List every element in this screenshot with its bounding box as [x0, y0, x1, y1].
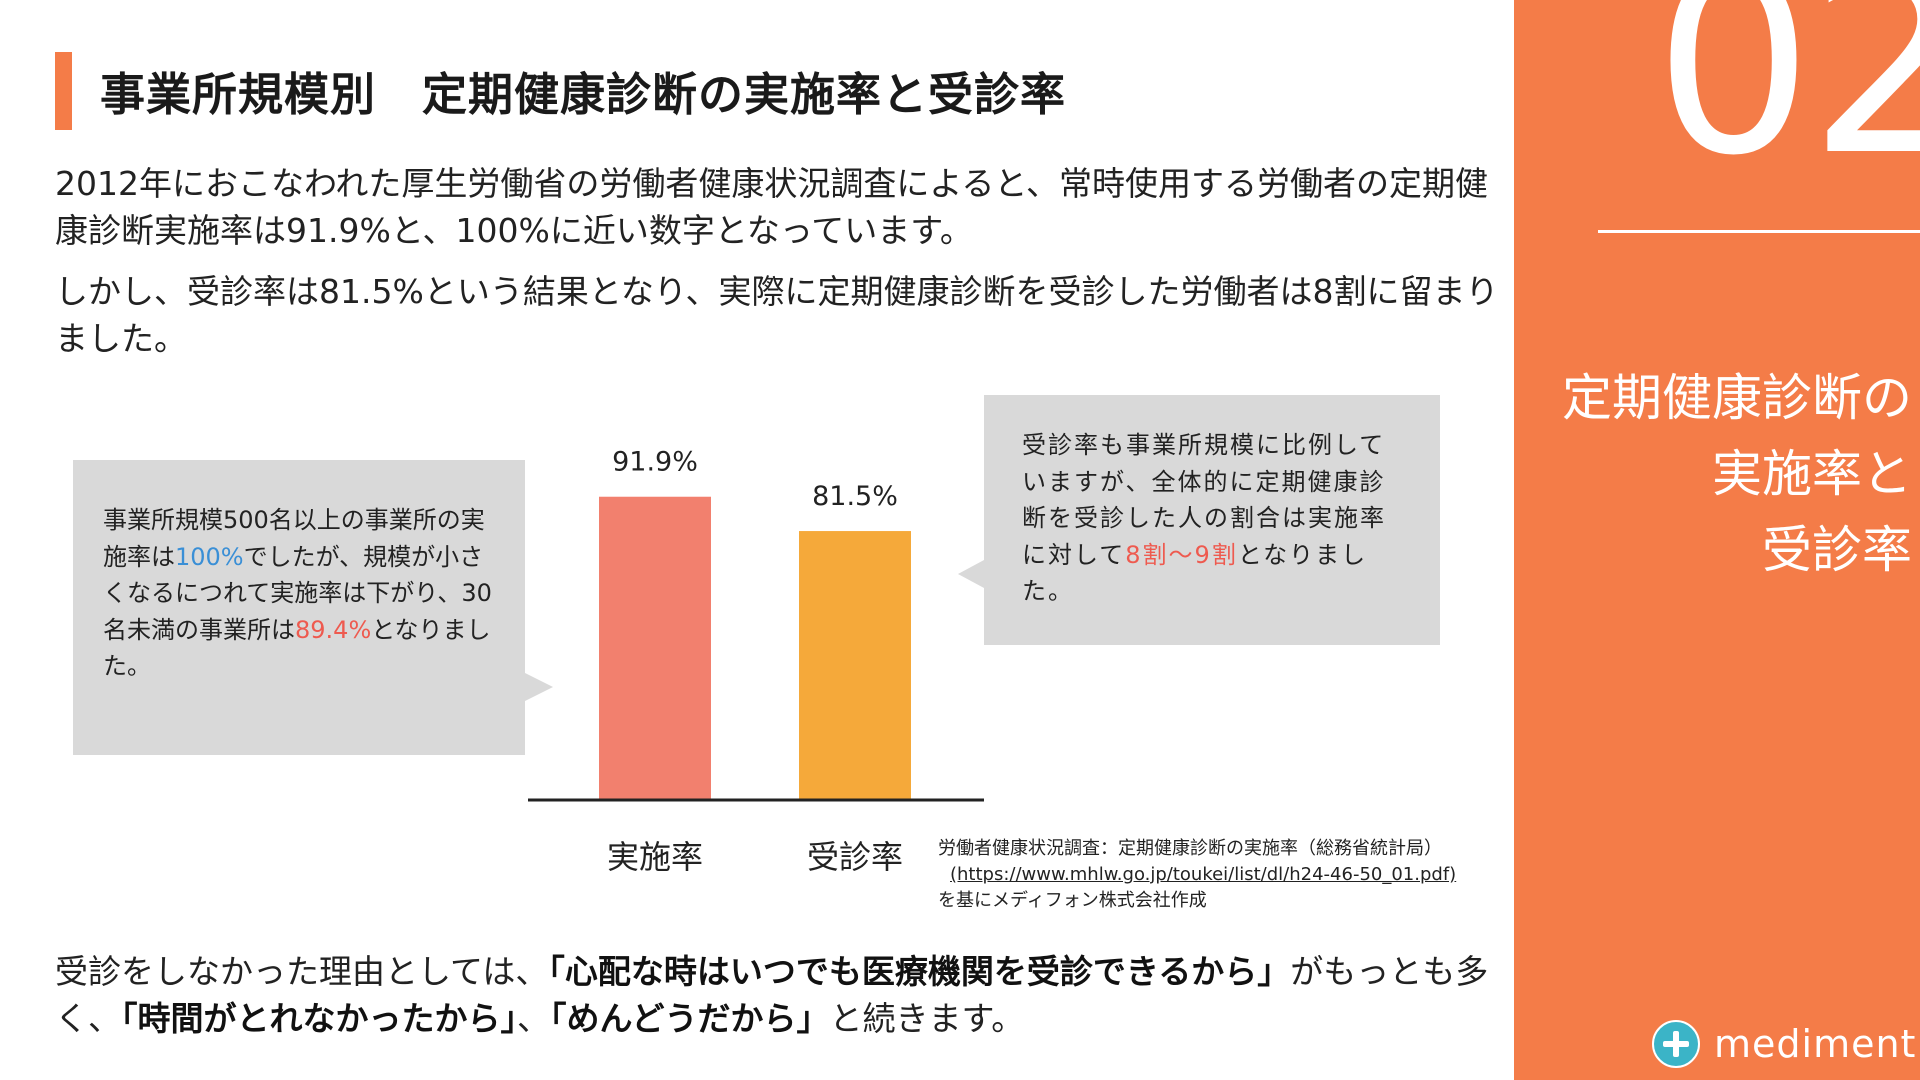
value-label-jushin: 81.5% — [812, 481, 898, 512]
callout-left-text-1: 事業所規模500名以上の事業所の実施率は — [103, 506, 485, 571]
section-number: 02 — [1654, 0, 1920, 210]
source-note: 労働者健康状況調査：定期健康診断の実施率（総務省統計局） (https://ww… — [938, 836, 1456, 914]
callout-right-text-1: 受診率も事業所規模に比例していますが、全体的に定期健康診断を受診した人の割合は実… — [1022, 431, 1386, 569]
conclusion-reason-3: 「めんどうだから」 — [550, 999, 830, 1038]
intro-paragraph-1: 2012年におこなわれた厚生労働省の労働者健康状況調査によると、常時使用する労働… — [55, 164, 1489, 250]
callout-left: 事業所規模500名以上の事業所の実施率は100%でしたが、規模が小さくなるにつれ… — [73, 460, 525, 755]
logo-wordmark: mediment — [1714, 1022, 1917, 1066]
callout-right: 受診率も事業所規模に比例していますが、全体的に定期健康診断を受診した人の割合は実… — [984, 395, 1440, 645]
callout-left-text-3: となりました。 — [103, 615, 491, 681]
callout-left-pointer — [525, 673, 553, 701]
conclusion-paragraph: 受診をしなかった理由としては、「心配な時はいつでも医療機関を受診できるから」がも… — [55, 948, 1505, 1042]
sidebar-heading-line-3: 受診率 — [1762, 521, 1912, 579]
sidebar-heading: 定期健康診断の 実施率と 受診率 — [1522, 360, 1912, 588]
conclusion-reason-2: 「時間がとれなかったから」 — [121, 999, 517, 1038]
value-label-jisshi: 91.9% — [612, 447, 698, 478]
bar-chart: 91.9% 81.5% 実施率 受診率 — [528, 447, 984, 876]
conclusion-text-3: 、 — [517, 999, 550, 1038]
bar-jisshi — [599, 496, 711, 800]
bar-jushin — [799, 531, 911, 800]
source-url-link[interactable]: (https://www.mhlw.go.jp/toukei/list/dl/h… — [950, 864, 1457, 885]
intro-paragraph-2: しかし、受診率は81.5%という結果となり、実際に定期健康診断を受診した労働者は… — [55, 272, 1499, 358]
sidebar-heading-line-1: 定期健康診断の — [1562, 369, 1912, 427]
conclusion-text-1: 受診をしなかった理由としては、 — [55, 952, 549, 991]
callout-left-highlight-100: 100% — [175, 542, 244, 571]
callout-right-highlight: 8割〜9割 — [1125, 540, 1238, 569]
category-label-jisshi: 実施率 — [607, 838, 703, 876]
mediment-logo: mediment — [1652, 1020, 1916, 1068]
source-line-1: 労働者健康状況調査：定期健康診断の実施率（総務省統計局） — [938, 838, 1442, 859]
conclusion-text-4: と続きます。 — [829, 999, 1025, 1038]
plus-cross-icon — [1652, 1020, 1700, 1068]
page-title: 事業所規模別 定期健康診断の実施率と受診率 — [100, 68, 1067, 121]
sidebar-panel: 02 定期健康診断の 実施率と 受診率 mediment — [1514, 0, 1920, 1080]
conclusion-reason-1: 「心配な時はいつでも医療機関を受診できるから」 — [548, 952, 1291, 991]
category-label-jushin: 受診率 — [807, 838, 903, 876]
callout-right-pointer — [958, 560, 984, 588]
title-accent-bar — [55, 52, 72, 130]
source-line-3: を基にメディフォン株式会社作成 — [938, 890, 1207, 911]
sidebar-divider — [1598, 230, 1920, 233]
sidebar-heading-line-2: 実施率と — [1712, 445, 1912, 503]
callout-left-text-2: でしたが、規模が小さくなるにつれて実施率は下がり、30名未満の事業所は — [103, 542, 492, 644]
callout-left-highlight-894: 89.4% — [295, 615, 372, 644]
bars-layer — [599, 496, 911, 800]
callout-right-text-2: となりました。 — [1022, 540, 1368, 606]
conclusion-text-2: がもっとも多く、 — [55, 952, 1489, 1038]
